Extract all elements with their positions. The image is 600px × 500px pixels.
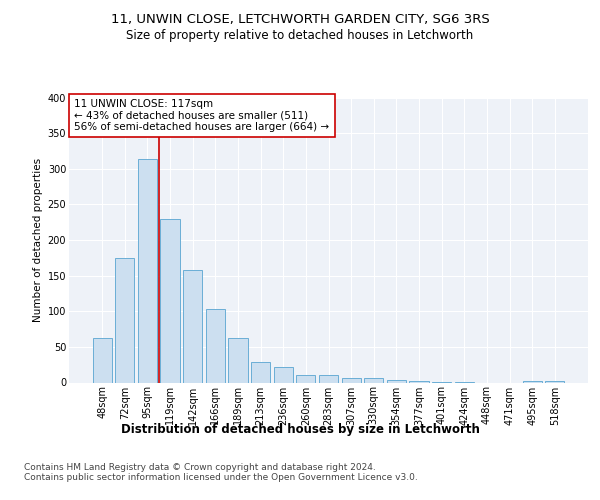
Bar [92, 338, 112, 382]
Text: 11 UNWIN CLOSE: 117sqm
← 43% of detached houses are smaller (511)
56% of semi-de: 11 UNWIN CLOSE: 117sqm ← 43% of detached… [74, 99, 329, 132]
Bar [319, 376, 338, 382]
Y-axis label: Number of detached properties: Number of detached properties [34, 158, 43, 322]
Text: Size of property relative to detached houses in Letchworth: Size of property relative to detached ho… [127, 29, 473, 42]
Bar [160, 218, 180, 382]
Bar [387, 380, 406, 382]
Bar [274, 367, 293, 382]
Bar [409, 381, 428, 382]
Bar [251, 362, 270, 382]
Text: 11, UNWIN CLOSE, LETCHWORTH GARDEN CITY, SG6 3RS: 11, UNWIN CLOSE, LETCHWORTH GARDEN CITY,… [110, 12, 490, 26]
Bar [296, 376, 316, 382]
Bar [523, 381, 542, 382]
Bar [364, 378, 383, 382]
Bar [183, 270, 202, 382]
Bar [138, 160, 157, 382]
Bar [545, 381, 565, 382]
Bar [206, 309, 225, 382]
Bar [229, 338, 248, 382]
Bar [341, 378, 361, 382]
Text: Distribution of detached houses by size in Letchworth: Distribution of detached houses by size … [121, 422, 479, 436]
Bar [115, 258, 134, 382]
Text: Contains HM Land Registry data © Crown copyright and database right 2024.
Contai: Contains HM Land Registry data © Crown c… [24, 462, 418, 482]
